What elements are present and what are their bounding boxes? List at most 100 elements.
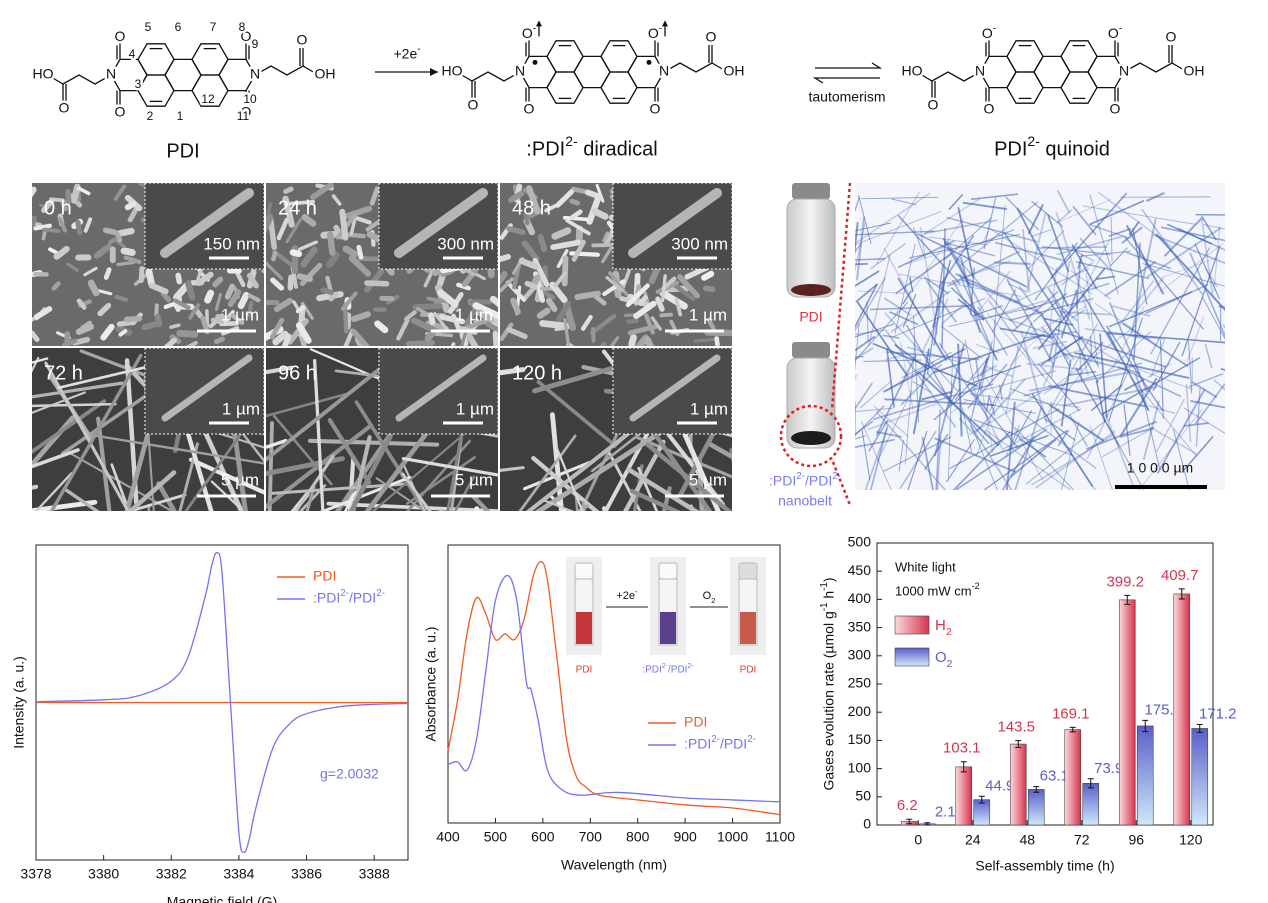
sem-particle [634,334,650,346]
nanobelt [1079,250,1131,258]
nanobelt [1166,223,1213,245]
nanobelt [957,343,963,437]
y-tick-label: 450 [848,562,872,578]
sem-particle [266,261,284,280]
value-label: 175.6 [1144,701,1182,718]
sem-time: 48 h [512,197,551,219]
nanobelt [866,301,869,342]
nanobelt [912,226,926,259]
x-axis-label: Wavelength (nm) [561,857,667,873]
sem-particle [188,303,201,320]
atom-label: O [59,100,70,116]
sem-particle [200,315,210,335]
nanobelt [955,255,1019,329]
y-tick-label: 400 [848,590,872,606]
sem-particle [626,467,700,511]
nanobelt [1152,341,1181,391]
sem-particle [77,186,91,196]
nanobelt [921,298,949,353]
nanobelt [1057,429,1070,447]
nanobelt [1108,291,1193,328]
nanobelt [983,197,997,250]
x-tick-label: 1100 [765,829,795,845]
nanobelt [1213,379,1225,391]
sem-particle [227,289,242,308]
sem-particle [701,270,715,281]
nanobelt [959,201,1039,267]
nanobelt [855,222,891,232]
nanobelt [883,247,943,355]
sem-particle [628,334,637,346]
sem-particle [500,466,525,472]
nanobelt [1150,247,1211,355]
atom-label: O [1166,29,1177,45]
nanobelt [985,394,991,412]
nanobelt [957,206,974,278]
cuvette-liquid [576,612,592,644]
nanobelt [1012,290,1059,332]
inset-scale-label: 1 µm [222,399,260,418]
legend-label: :PDI2-/PDI2- [684,734,756,752]
nanobelt [1186,316,1204,363]
error-bar [1033,786,1040,793]
nanobelt [1071,244,1098,290]
sem-particle [212,276,224,288]
nanobelt [960,256,981,334]
nanobelt [1183,435,1214,471]
nanobelt [954,382,971,400]
nanobelt [994,205,1006,325]
nanobelt [870,243,906,270]
nanobelt [855,323,895,338]
nanobelt [855,323,860,372]
nanobelt [927,372,990,445]
inset-vial-label: :PDI2-/PDI2- [642,663,694,675]
sem-particle [313,358,325,511]
sem-particle [34,472,73,511]
nanobelt [906,346,961,363]
position-number: 5 [145,20,152,34]
sem-particle [42,227,61,233]
nanobelt [902,290,912,305]
position-number: 11 [237,109,250,123]
nanobelt [1161,257,1218,278]
nanobelt [855,301,909,362]
sem-particle [396,318,410,341]
position-number: 1 [177,109,184,123]
sem-particle [75,219,83,236]
sem-particle [565,218,591,236]
sem-particle [505,280,527,302]
nanobelt [1131,378,1198,457]
zoom-line [831,461,852,506]
ring [979,55,1017,89]
inset-scale-label: 150 nm [203,234,260,253]
sem-particle [213,336,225,345]
nanobelt [968,391,1043,436]
sem-particle [215,313,231,322]
sem-particle [124,201,137,211]
inset-object [628,188,722,258]
nanobelt [1001,435,1036,490]
inset-object [394,188,488,258]
sem-particle [145,268,155,287]
nanobelt [986,365,1014,378]
sem-particle [471,494,491,511]
ring [164,58,202,92]
sem-particle [32,221,43,227]
nanobelt [967,364,1021,386]
nanobelt [860,420,892,490]
error-bar [1196,723,1203,733]
nanobelt [933,333,1045,374]
sem-time: 96 h [278,362,317,384]
nanobelt [1188,372,1224,388]
sem-particle [204,289,215,304]
sem-particle [266,362,388,463]
atom-label: O [928,97,939,113]
vial-bottom [786,342,836,449]
nanobelt [982,300,1045,320]
nanobelt [855,355,864,358]
nanobelt [1147,362,1172,379]
nanobelt [998,384,1004,401]
nanobelt [886,351,980,361]
